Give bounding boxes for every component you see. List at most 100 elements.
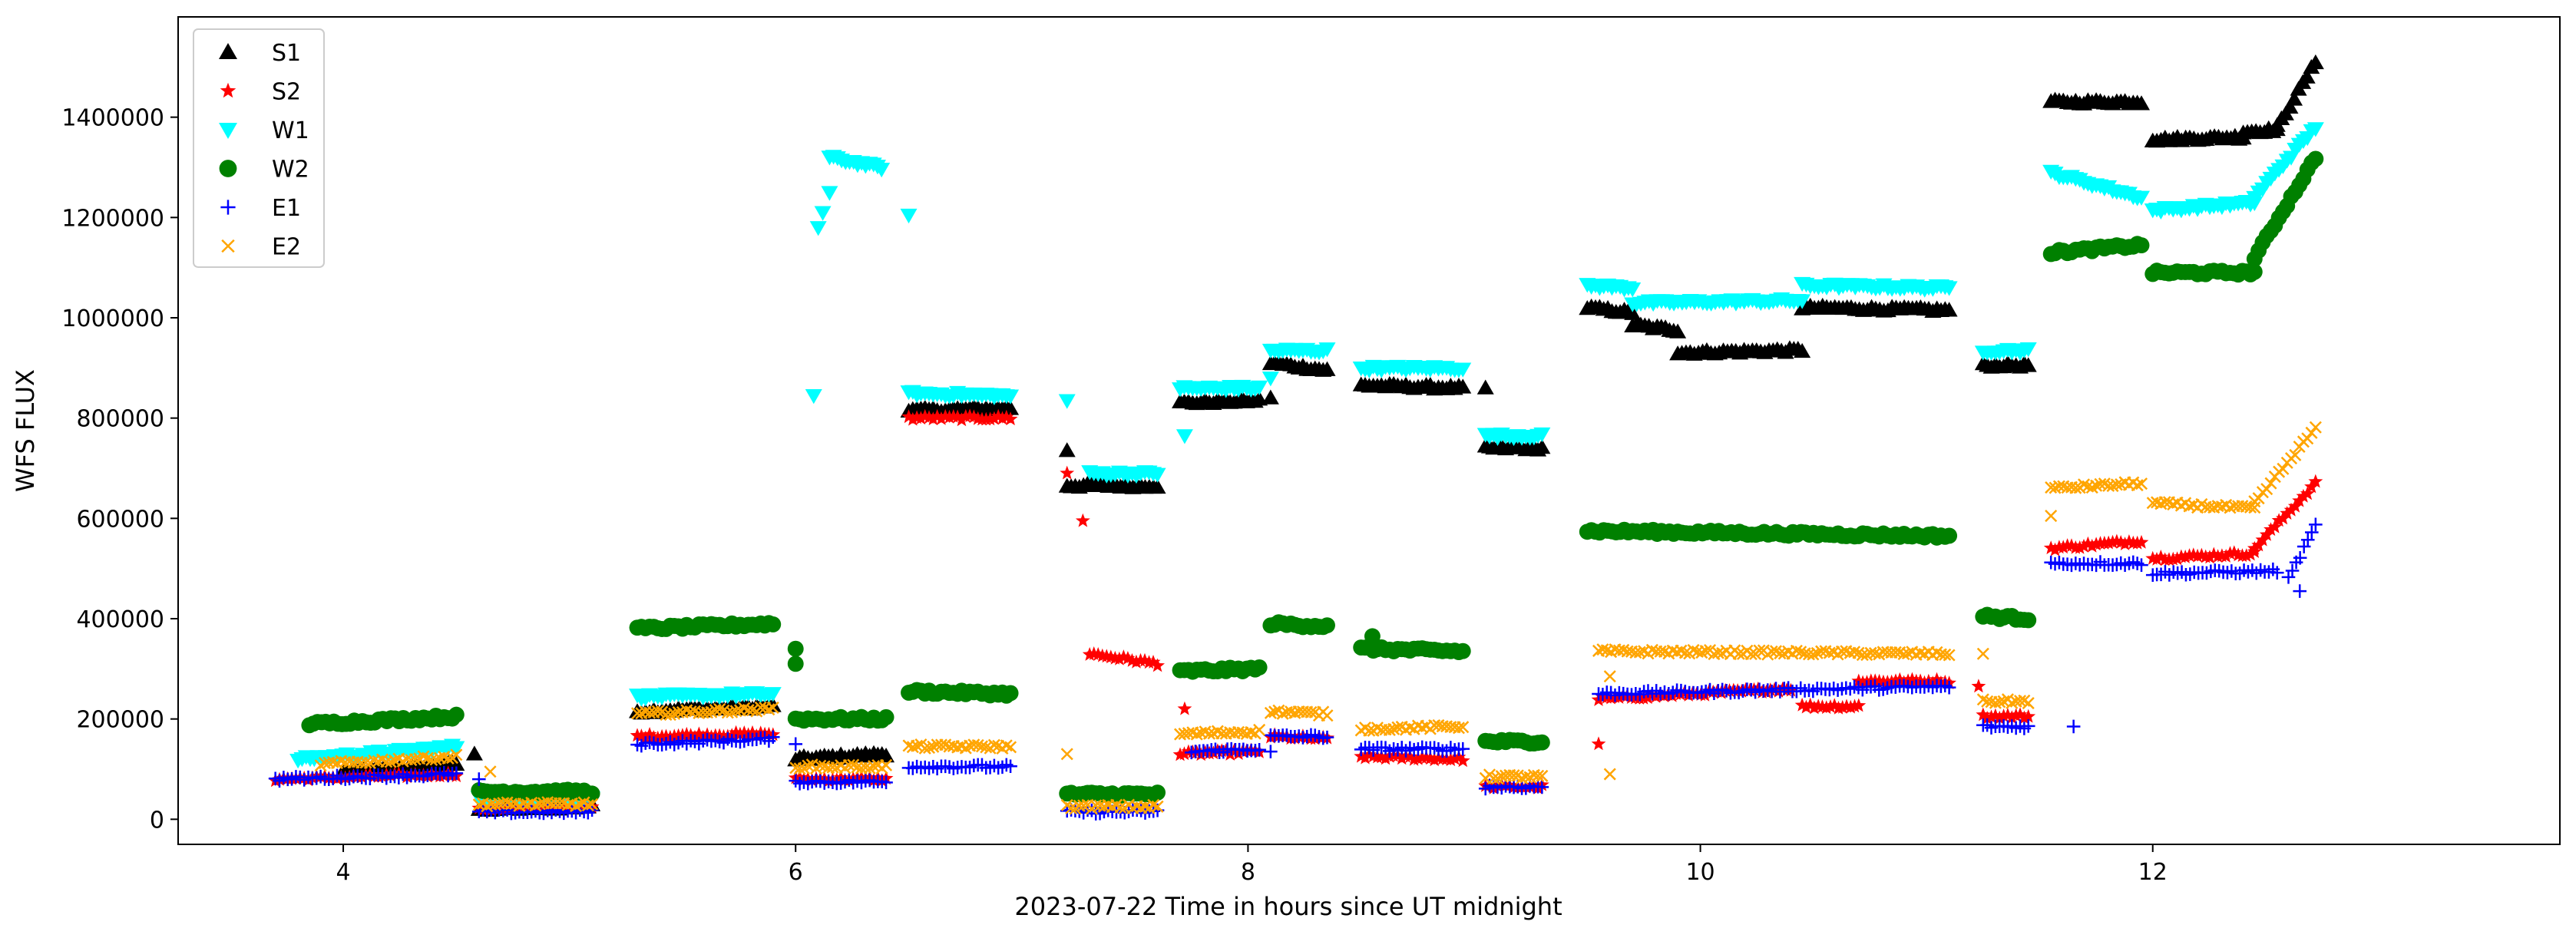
data-point xyxy=(448,706,465,723)
series-e2 xyxy=(314,421,2322,815)
data-point xyxy=(417,750,430,763)
data-point xyxy=(805,389,822,405)
data-point xyxy=(987,411,1002,425)
data-point xyxy=(1065,801,1078,814)
data-point xyxy=(787,656,804,672)
data-point xyxy=(1222,747,1238,761)
data-point xyxy=(1988,708,2003,722)
data-point xyxy=(878,747,895,763)
data-point xyxy=(1941,527,1958,544)
legend-label: E1 xyxy=(272,195,301,222)
data-point xyxy=(219,160,237,177)
data-point xyxy=(1058,442,1076,457)
data-point xyxy=(1251,380,1268,395)
data-point xyxy=(765,616,782,632)
data-point xyxy=(2292,493,2307,507)
data-point xyxy=(1451,749,1467,764)
data-point xyxy=(2246,263,2263,280)
data-point xyxy=(1060,465,1075,480)
data-point xyxy=(1603,768,1616,781)
data-point xyxy=(906,741,919,754)
data-point xyxy=(879,775,893,790)
x-tick-label: 6 xyxy=(789,859,803,886)
data-point xyxy=(2251,537,2266,552)
data-point xyxy=(220,200,236,215)
data-point xyxy=(1003,411,1018,426)
data-point xyxy=(384,755,397,768)
data-point xyxy=(787,640,804,657)
data-point xyxy=(1939,648,1952,661)
data-point xyxy=(1077,799,1090,812)
data-point xyxy=(2270,566,2284,580)
data-point xyxy=(2000,708,2015,722)
data-point xyxy=(1137,652,1152,667)
data-point xyxy=(1790,644,1803,657)
data-point xyxy=(1000,739,1013,752)
data-point xyxy=(1888,673,1903,688)
data-point xyxy=(1532,769,1545,782)
data-point xyxy=(450,748,463,761)
data-point xyxy=(762,703,775,716)
data-point xyxy=(2281,98,2299,114)
data-point xyxy=(2019,357,2037,372)
data-point xyxy=(581,799,594,812)
data-point xyxy=(2289,448,2302,461)
data-point xyxy=(1129,654,1144,669)
data-point xyxy=(1536,769,1549,782)
data-point xyxy=(1060,748,1073,761)
data-point xyxy=(1456,741,1470,756)
data-point xyxy=(1193,747,1209,761)
data-point xyxy=(1149,478,1166,494)
data-point xyxy=(1004,741,1017,754)
legend-entry-s2: S2 xyxy=(220,79,301,106)
data-point xyxy=(1253,723,1266,736)
data-point xyxy=(1002,685,1019,702)
data-point xyxy=(1321,709,1334,722)
data-point xyxy=(1319,617,1335,634)
data-point xyxy=(449,766,464,781)
data-point xyxy=(789,737,803,751)
data-point xyxy=(802,759,815,772)
data-point xyxy=(2260,483,2273,496)
data-point xyxy=(1835,699,1850,714)
data-point xyxy=(1695,646,1708,659)
data-point xyxy=(792,770,807,784)
data-point xyxy=(2077,478,2091,491)
legend-entry-s1: S1 xyxy=(219,40,301,67)
legend-entry-e2: E2 xyxy=(221,234,301,261)
data-point xyxy=(1807,700,1822,715)
data-point xyxy=(1120,651,1136,665)
data-point xyxy=(1219,743,1234,758)
data-point xyxy=(2285,563,2300,578)
data-point xyxy=(2306,122,2324,137)
data-point xyxy=(1943,649,1956,662)
data-point xyxy=(1262,389,1279,405)
data-point xyxy=(1262,372,1279,387)
data-point xyxy=(1753,644,1766,657)
data-point xyxy=(1452,722,1465,735)
data-point xyxy=(1264,745,1278,758)
data-point xyxy=(2227,545,2242,560)
data-point xyxy=(1603,670,1616,683)
data-point xyxy=(441,751,455,765)
data-point xyxy=(2280,506,2295,520)
data-point xyxy=(2076,538,2092,553)
data-point xyxy=(954,412,969,427)
data-point xyxy=(2066,719,2081,734)
data-point xyxy=(2135,477,2148,490)
data-point xyxy=(2081,536,2095,550)
data-point xyxy=(1624,282,1642,298)
x-tick-label: 10 xyxy=(1685,859,1715,886)
data-point xyxy=(2304,479,2319,494)
data-point xyxy=(999,409,1014,424)
data-point xyxy=(2276,510,2290,525)
data-point xyxy=(472,772,486,786)
data-point xyxy=(1843,699,1858,714)
data-point xyxy=(2308,474,2323,488)
data-point xyxy=(1176,429,1193,444)
data-point xyxy=(1799,699,1814,714)
data-point xyxy=(2131,479,2144,492)
data-point xyxy=(1930,646,1943,659)
x-tick-label: 12 xyxy=(2138,859,2168,886)
